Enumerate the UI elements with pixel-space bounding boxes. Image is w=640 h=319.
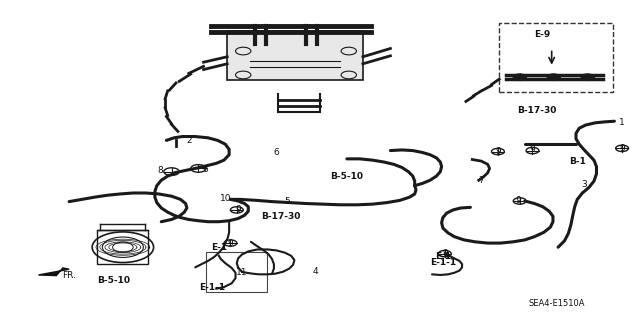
- Bar: [206, 252, 267, 292]
- Bar: [499, 23, 613, 92]
- Text: 9: 9: [236, 205, 241, 214]
- Text: E-1: E-1: [211, 243, 227, 252]
- Text: E-9: E-9: [534, 30, 551, 39]
- Text: 10: 10: [220, 194, 231, 203]
- Bar: [97, 230, 148, 264]
- Text: 8: 8: [157, 166, 163, 175]
- Text: 9: 9: [620, 144, 625, 153]
- Text: B-17-30: B-17-30: [260, 212, 300, 221]
- Text: E-1-1: E-1-1: [200, 283, 225, 292]
- Bar: [227, 31, 363, 80]
- Text: 9: 9: [495, 147, 500, 156]
- Text: 4: 4: [313, 267, 318, 276]
- Text: 6: 6: [202, 165, 207, 174]
- Text: B-17-30: B-17-30: [516, 106, 556, 115]
- Text: B-5-10: B-5-10: [97, 276, 131, 285]
- Text: 11: 11: [236, 268, 248, 277]
- Text: E-1: E-1: [435, 252, 451, 261]
- Text: B-5-10: B-5-10: [330, 172, 364, 181]
- Text: SEA4-E1510A: SEA4-E1510A: [529, 299, 585, 308]
- Text: 3: 3: [581, 180, 586, 189]
- Text: 9: 9: [530, 145, 535, 154]
- Text: FR.: FR.: [62, 271, 76, 280]
- Text: 9: 9: [228, 239, 233, 248]
- Text: 9: 9: [516, 197, 521, 205]
- Text: 6: 6: [274, 148, 279, 157]
- Text: 9: 9: [442, 249, 447, 258]
- Text: E-1-1: E-1-1: [430, 258, 456, 267]
- Text: 5: 5: [284, 197, 289, 206]
- Text: 7: 7: [479, 176, 484, 185]
- Text: B-1: B-1: [569, 157, 586, 166]
- Text: 1: 1: [620, 118, 625, 127]
- Polygon shape: [38, 268, 69, 276]
- Text: 2: 2: [186, 137, 191, 145]
